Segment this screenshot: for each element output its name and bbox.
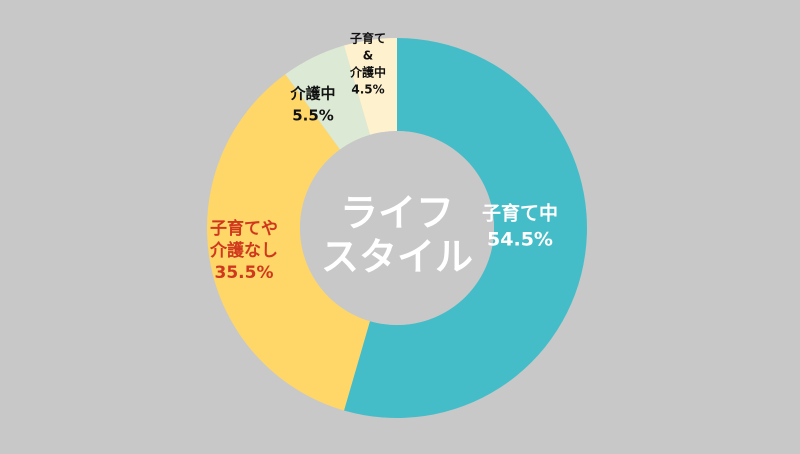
center-label-line-1: ライフ (340, 191, 454, 235)
slice-0-value-label: 54.5% (487, 229, 553, 251)
slice-3-label-line-2: 介護中 (349, 65, 386, 80)
donut-slice-0 (343, 38, 587, 418)
center-label-line-2: スタイル (321, 235, 473, 279)
slices-layer (207, 38, 587, 418)
donut-hole (300, 131, 494, 325)
slice-3-value-label: 4.5% (351, 83, 384, 97)
slice-2-value-label: 5.5% (292, 106, 334, 124)
slice-1-label-line-0: 子育てや (210, 218, 278, 239)
donut-slice-2 (285, 45, 370, 150)
donut-slice-1 (207, 74, 370, 411)
donut-slice-3 (343, 38, 397, 135)
slice-2-label-line-0: 介護中 (289, 84, 335, 102)
slice-3-label-line-1: & (363, 49, 373, 63)
slice-3-label-line-0: 子育て (350, 31, 386, 46)
slice-1-value-label: 35.5% (215, 263, 274, 283)
slice-1-label-line-1: 介護なし (209, 240, 278, 261)
slice-0-label-line-0: 子育て中 (482, 202, 558, 225)
